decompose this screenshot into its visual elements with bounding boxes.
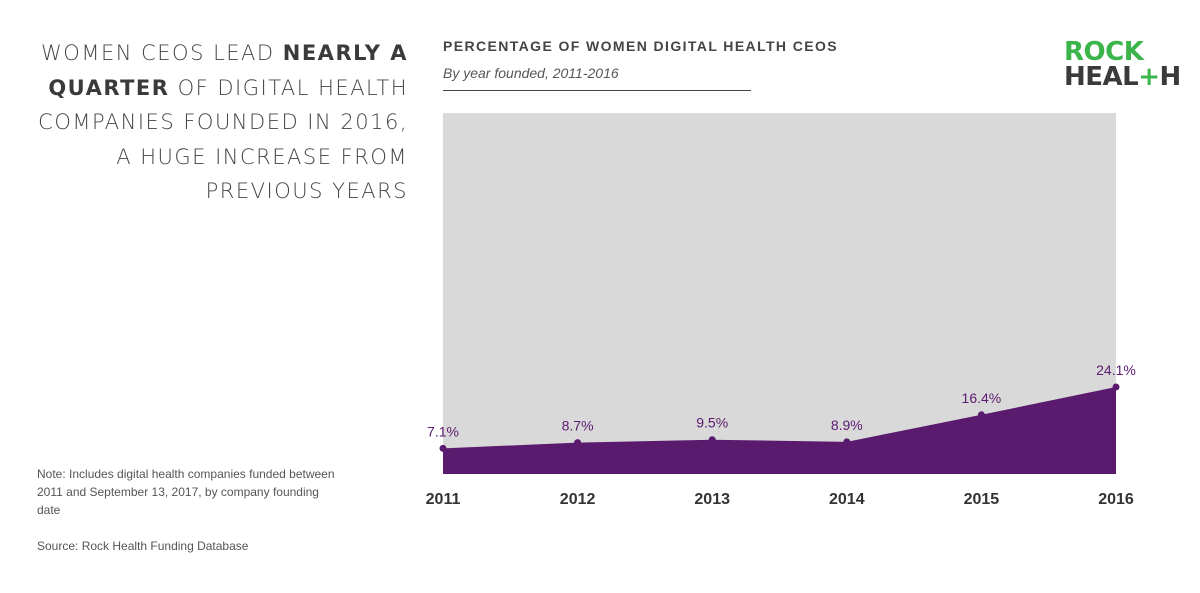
headline-part-2: of digital health companies founded in 2… bbox=[38, 75, 408, 204]
headline-part-0: Women CEOs lead bbox=[41, 41, 283, 65]
data-label: 24.1% bbox=[1096, 362, 1136, 378]
rock-health-logo: ROCK HEAL+H bbox=[1064, 37, 1181, 92]
data-label: 8.9% bbox=[831, 417, 863, 433]
data-point bbox=[439, 444, 447, 452]
logo-line-2-a: HEAL bbox=[1064, 62, 1139, 92]
logo-line-1: ROCK bbox=[1064, 37, 1144, 67]
source-note: Source: Rock Health Funding Database bbox=[37, 539, 249, 553]
data-point bbox=[574, 439, 582, 447]
x-tick-label: 2013 bbox=[694, 491, 730, 508]
x-tick-label: 2016 bbox=[1098, 491, 1134, 508]
chart-subtitle: By year founded, 2011-2016 bbox=[443, 65, 619, 81]
chart-title: PERCENTAGE OF WOMEN DIGITAL HEALTH CEOS bbox=[443, 38, 839, 54]
data-point bbox=[1112, 383, 1120, 391]
logo-line-2: HEAL+H bbox=[1064, 62, 1181, 92]
x-tick-label: 2014 bbox=[829, 491, 865, 508]
data-label: 9.5% bbox=[696, 415, 728, 431]
x-tick-label: 2015 bbox=[964, 491, 1000, 508]
logo-line-2-b: H bbox=[1159, 62, 1182, 92]
footnote: Note: Includes digital health companies … bbox=[37, 467, 335, 517]
data-point bbox=[977, 411, 985, 419]
headline-part-1: nearly a quarter bbox=[48, 41, 408, 100]
data-label: 16.4% bbox=[962, 390, 1002, 406]
data-point bbox=[843, 438, 851, 446]
data-label: 8.7% bbox=[562, 418, 594, 434]
x-tick-label: 2012 bbox=[560, 491, 596, 508]
subtitle-divider bbox=[443, 90, 751, 91]
x-tick-label: 2011 bbox=[426, 491, 461, 508]
logo-plus: + bbox=[1138, 62, 1160, 92]
data-label: 7.1% bbox=[427, 423, 459, 439]
data-point bbox=[708, 436, 716, 444]
headline: Women CEOs lead nearly a quarter of digi… bbox=[30, 36, 408, 209]
series-area bbox=[443, 386, 1116, 474]
